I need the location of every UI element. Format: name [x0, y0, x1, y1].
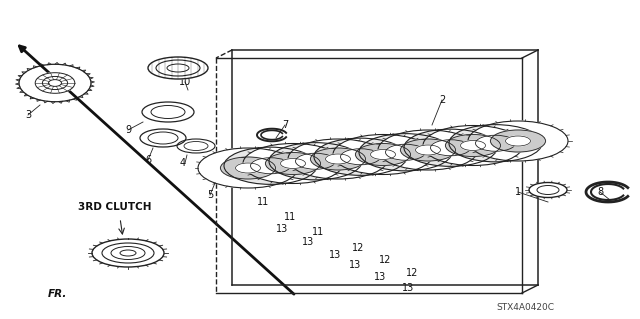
Text: 3: 3 — [25, 110, 31, 120]
Ellipse shape — [19, 64, 91, 102]
Ellipse shape — [359, 134, 452, 171]
Text: 2: 2 — [439, 95, 445, 105]
Ellipse shape — [266, 152, 321, 174]
Ellipse shape — [148, 57, 208, 79]
Ellipse shape — [221, 157, 275, 179]
Text: 8: 8 — [597, 187, 603, 197]
Ellipse shape — [177, 139, 215, 153]
Ellipse shape — [42, 77, 68, 90]
Text: 13: 13 — [302, 237, 314, 247]
Text: STX4A0420C: STX4A0420C — [496, 303, 554, 313]
Ellipse shape — [120, 250, 136, 256]
Ellipse shape — [476, 135, 515, 151]
Ellipse shape — [415, 145, 440, 155]
Text: 12: 12 — [379, 255, 391, 265]
Ellipse shape — [314, 138, 407, 175]
Ellipse shape — [35, 73, 75, 93]
Ellipse shape — [250, 158, 291, 174]
Ellipse shape — [224, 147, 317, 184]
Ellipse shape — [92, 239, 164, 267]
Ellipse shape — [445, 135, 500, 157]
Ellipse shape — [243, 144, 343, 183]
Ellipse shape — [202, 162, 234, 174]
Ellipse shape — [326, 154, 351, 164]
Ellipse shape — [111, 247, 145, 259]
Text: 11: 11 — [257, 197, 269, 207]
Ellipse shape — [198, 148, 298, 188]
Text: 9: 9 — [125, 125, 131, 135]
Ellipse shape — [537, 186, 559, 195]
Text: 7: 7 — [282, 120, 288, 130]
Text: 10: 10 — [179, 77, 191, 87]
Ellipse shape — [401, 139, 456, 161]
Ellipse shape — [148, 132, 178, 144]
Ellipse shape — [167, 64, 189, 72]
Ellipse shape — [371, 150, 396, 160]
Ellipse shape — [431, 140, 470, 156]
Ellipse shape — [49, 80, 61, 86]
Ellipse shape — [506, 136, 531, 146]
Text: 6: 6 — [145, 155, 151, 165]
Ellipse shape — [280, 159, 305, 168]
Ellipse shape — [142, 102, 194, 122]
Ellipse shape — [404, 129, 497, 166]
Ellipse shape — [288, 139, 388, 179]
Text: 5: 5 — [207, 190, 213, 200]
Ellipse shape — [156, 60, 200, 76]
Ellipse shape — [449, 125, 542, 162]
Text: 13: 13 — [349, 260, 361, 270]
Ellipse shape — [340, 149, 381, 165]
Ellipse shape — [461, 140, 486, 151]
Ellipse shape — [529, 182, 567, 197]
Text: 12: 12 — [406, 268, 418, 278]
Text: 3RD CLUTCH: 3RD CLUTCH — [78, 202, 152, 212]
Ellipse shape — [355, 144, 410, 166]
Text: FR.: FR. — [48, 289, 67, 299]
Text: 4: 4 — [180, 158, 186, 168]
Ellipse shape — [140, 129, 186, 147]
Ellipse shape — [385, 144, 426, 160]
Ellipse shape — [236, 163, 260, 173]
Ellipse shape — [378, 130, 478, 170]
Text: 13: 13 — [402, 283, 414, 293]
Ellipse shape — [333, 135, 433, 174]
Text: 11: 11 — [312, 227, 324, 237]
Text: 1: 1 — [515, 187, 521, 197]
Ellipse shape — [151, 106, 185, 118]
Text: 13: 13 — [276, 224, 288, 234]
Ellipse shape — [269, 143, 362, 180]
Text: 13: 13 — [329, 250, 341, 260]
Text: 11: 11 — [284, 212, 296, 222]
Text: 12: 12 — [352, 243, 364, 253]
Ellipse shape — [423, 125, 523, 166]
Ellipse shape — [468, 121, 568, 161]
Text: 13: 13 — [374, 272, 386, 282]
Ellipse shape — [490, 130, 545, 152]
Ellipse shape — [310, 148, 365, 170]
Ellipse shape — [184, 142, 208, 151]
Ellipse shape — [208, 164, 228, 172]
Ellipse shape — [296, 153, 335, 169]
Ellipse shape — [102, 243, 154, 263]
